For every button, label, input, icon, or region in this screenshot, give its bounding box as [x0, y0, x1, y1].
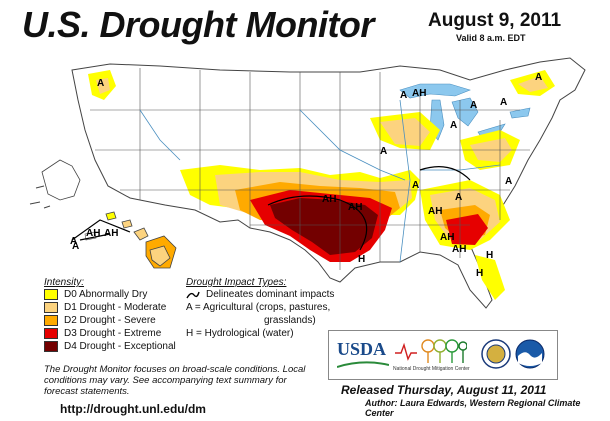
intensity-legend-title: Intensity: [44, 277, 85, 288]
map-label: AH [412, 88, 426, 99]
impact-item-label: A = Agricultural (crops, pastures, [186, 302, 331, 313]
map-label: AH [348, 202, 362, 213]
disclaimer-note: The Drought Monitor focuses on broad-sca… [44, 364, 306, 397]
noaa-logo-icon [515, 339, 545, 369]
usda-logo: USDA [337, 339, 387, 359]
map-date: August 9, 2011 [428, 10, 562, 31]
trees-icon [421, 339, 467, 363]
legend-label: D3 Drought - Extreme [64, 328, 162, 339]
map-label: A [70, 236, 77, 247]
map-label: A [535, 72, 542, 83]
impact-item: A = Agricultural (crops, pastures, [186, 301, 334, 314]
valid-time: Valid 8 a.m. EDT [456, 33, 526, 43]
lake-ontario [509, 107, 531, 119]
map-title: U.S. Drought Monitor [22, 4, 374, 45]
map-label: AH [322, 194, 336, 205]
state-borders [90, 68, 530, 270]
lake-huron [451, 97, 479, 127]
commerce-seal-icon [481, 339, 511, 369]
legend-item-d1: D1 Drought - Moderate [44, 301, 176, 314]
map-label: H [486, 250, 493, 261]
hawaii [105, 211, 177, 269]
impact-legend-title: Drought Impact Types: [186, 277, 287, 288]
map-label: AH [428, 206, 442, 217]
d4-areas [270, 198, 378, 255]
impact-item: grasslands) [186, 314, 334, 327]
ndmc-line1: National [393, 366, 412, 372]
map-label: A [450, 120, 457, 131]
intensity-legend: Intensity: D0 Abnormally Dry D1 Drought … [44, 277, 176, 353]
map-label: A [380, 146, 387, 157]
partner-logos: USDA National Drought Mitigation Center [328, 330, 558, 380]
map-label: A [412, 180, 419, 191]
legend-item-d0: D0 Abnormally Dry [44, 288, 176, 301]
map-label: AH [86, 228, 100, 239]
release-date: Released Thursday, August 11, 2011 [341, 383, 547, 397]
map-label: AH [440, 232, 454, 243]
alaska-islands [29, 185, 51, 209]
map-label: AH [452, 244, 466, 255]
legend-label: D0 Abnormally Dry [64, 289, 148, 300]
legend-swatch [44, 289, 58, 300]
map-label: A [72, 241, 79, 252]
usda-swoosh-icon [337, 361, 389, 368]
impact-item-label: H = Hydrological (water) [186, 328, 294, 339]
legend-item-d2: D2 Drought - Severe [44, 314, 176, 327]
map-label: H [358, 254, 365, 265]
legend-swatch [44, 302, 58, 313]
map-label: AH [104, 228, 118, 239]
legend-swatch [44, 328, 58, 339]
legend-label: D2 Drought - Severe [64, 315, 156, 326]
ndmc-label: National Drought Mitigation Center [393, 366, 470, 372]
map-label: A [97, 78, 104, 89]
ndmc-line2: Drought Mitigation Center [412, 366, 470, 372]
impact-lines [71, 166, 471, 251]
website-link[interactable]: http://drought.unl.edu/dm [60, 402, 206, 416]
impact-legend: Drought Impact Types: Delineates dominan… [186, 277, 334, 340]
impact-item-label: Delineates dominant impacts [206, 289, 335, 300]
map-label: A [455, 192, 462, 203]
map-label: H [476, 268, 483, 279]
legend-item-d3: D3 Drought - Extreme [44, 327, 176, 340]
impact-line-icon [186, 291, 200, 298]
impact-item-label: grasslands) [264, 315, 316, 326]
author-credit: Author: Laura Edwards, Western Regional … [365, 398, 581, 418]
legend-swatch [44, 315, 58, 326]
map-label: A [500, 97, 507, 108]
map-label: A [505, 176, 512, 187]
legend-label: D4 Drought - Exceptional [64, 341, 176, 352]
legend-item-d4: D4 Drought - Exceptional [44, 340, 176, 353]
legend-label: D1 Drought - Moderate [64, 302, 167, 313]
legend-swatch [44, 341, 58, 352]
impact-item: H = Hydrological (water) [186, 327, 334, 340]
alaska [41, 159, 81, 201]
rivers [139, 99, 501, 263]
map-label: A [470, 100, 477, 111]
impact-item: Delineates dominant impacts [186, 288, 334, 301]
lake-superior [399, 83, 471, 99]
heartbeat-icon [395, 342, 417, 361]
map-label: A [400, 90, 407, 101]
